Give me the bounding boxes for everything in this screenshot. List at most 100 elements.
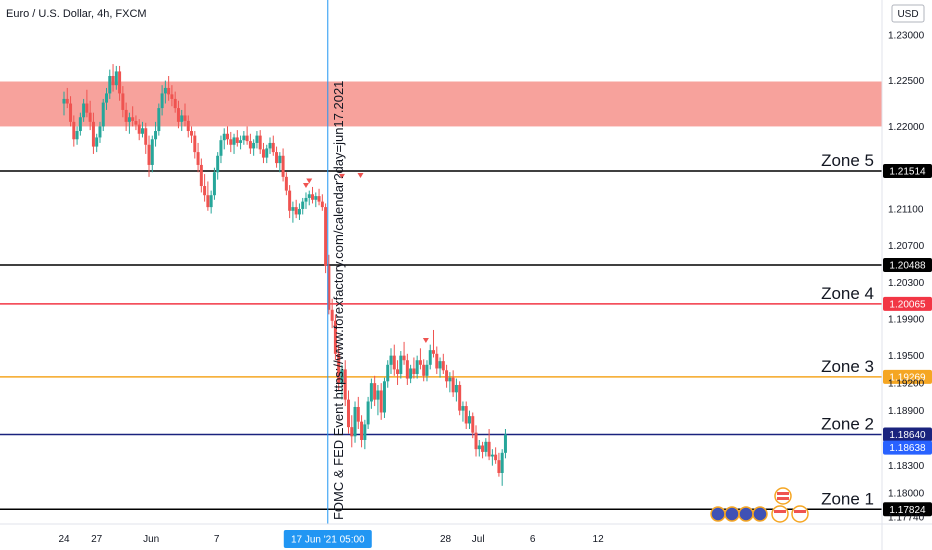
x-tick-label: 28 (440, 534, 452, 545)
candle-body (366, 401, 370, 425)
y-tick-label: 1.20300 (888, 278, 925, 289)
price-badge-label: 1.17824 (889, 505, 926, 516)
down-arrow-marker (338, 173, 345, 179)
candle-body (281, 155, 285, 177)
candle-body (134, 120, 138, 125)
supply-zone-layer (0, 81, 882, 127)
candle-body (363, 424, 367, 440)
candle-body (360, 421, 364, 440)
currency-button[interactable] (891, 4, 925, 23)
us-flag-icon[interactable] (771, 505, 789, 523)
candle-body (95, 137, 99, 147)
candle-body (382, 381, 386, 413)
candle-body (222, 133, 226, 141)
candle-body (301, 201, 305, 209)
candle-body (160, 93, 164, 109)
candle-body (118, 71, 122, 94)
candle-body (405, 360, 409, 379)
candle-body (373, 383, 377, 400)
candle-body (183, 115, 187, 121)
candle-body (448, 377, 452, 382)
candle-body (261, 149, 265, 158)
candle-body (320, 201, 324, 208)
candle-body (114, 71, 118, 86)
candle-body (157, 108, 161, 132)
x-tick-label: 27 (91, 534, 103, 545)
candle-body (121, 93, 125, 110)
level-lines-layer: Zone 5 Zone 4 Zone 3 Zone 2 Zone 1 (0, 151, 882, 511)
price-badge (883, 427, 932, 442)
candle-body (62, 98, 66, 104)
candle-body (193, 135, 197, 153)
price-badge (883, 296, 932, 311)
candle-body (297, 208, 301, 215)
candle-body (265, 148, 269, 158)
event-dot-icon[interactable] (710, 506, 726, 522)
candle-body (127, 117, 131, 122)
candle-body (425, 364, 429, 376)
candle-body (438, 361, 442, 369)
candle-body (350, 427, 354, 437)
candle-body (212, 172, 216, 196)
x-tick-label: 7 (214, 534, 220, 545)
candle-body (461, 406, 465, 411)
candle-body (144, 128, 148, 145)
candle-body (65, 98, 69, 104)
price-badges-layer: 1.21514 1.20488 1.20065 1.19269 1.18640 1.178… (883, 163, 932, 517)
candle-body (441, 361, 445, 371)
down-arrow-marker (302, 183, 309, 189)
candle-body (392, 355, 396, 370)
down-arrow-marker (357, 172, 364, 178)
x-tick-label: 12 (593, 534, 605, 545)
y-tick-label: 1.19200 (888, 379, 925, 390)
candle-body (147, 144, 151, 165)
candle-body (346, 399, 350, 428)
candle-body (131, 117, 135, 121)
candle-body (379, 390, 383, 413)
candle-body (88, 112, 92, 122)
candle-body (252, 142, 256, 149)
event-dot-icon[interactable] (738, 506, 754, 522)
zone-label: Zone 2 (821, 414, 874, 433)
candle-body (180, 115, 184, 122)
candle-body (190, 131, 194, 136)
candle-body (376, 390, 380, 400)
event-dot-icon[interactable] (752, 506, 768, 522)
candle-body (91, 121, 95, 147)
candle-body (304, 197, 308, 202)
candle-body (353, 406, 357, 437)
candle-body (422, 364, 426, 376)
candle-body (216, 155, 220, 173)
down-arrow-marker (422, 337, 429, 343)
candle-body (137, 124, 141, 134)
event-dot-icon[interactable] (724, 506, 740, 522)
candle-body (337, 353, 341, 384)
event-icons[interactable] (710, 487, 809, 523)
y-tick-label: 1.20700 (888, 241, 925, 252)
us-flag-stripe (777, 492, 789, 495)
candle-body (402, 355, 406, 361)
candle-body (111, 76, 115, 86)
us-flag-icon[interactable] (774, 487, 792, 505)
candle-body (451, 377, 455, 393)
candle-body (500, 452, 504, 473)
y-tick-label: 1.18300 (888, 461, 925, 472)
candle-body (258, 135, 262, 150)
zone-label: Zone 5 (821, 151, 874, 170)
candles-layer (62, 64, 507, 486)
price-badge (883, 258, 932, 273)
y-tick-label: 1.19500 (888, 351, 925, 362)
x-tick-label: 24 (58, 534, 70, 545)
candle-body (186, 120, 190, 132)
candle-body (255, 135, 259, 143)
zone-label: Zone 3 (821, 357, 874, 376)
candle-body (409, 368, 413, 379)
candle-body (294, 207, 298, 215)
candle-body (75, 131, 79, 140)
us-flag-icon[interactable] (791, 505, 809, 523)
us-flag-stripe (774, 510, 786, 513)
price-badge-label: 1.20488 (889, 261, 926, 272)
candle-body (428, 350, 432, 365)
cursor-date-label: 17 Jun '21 05:00 (291, 535, 365, 546)
